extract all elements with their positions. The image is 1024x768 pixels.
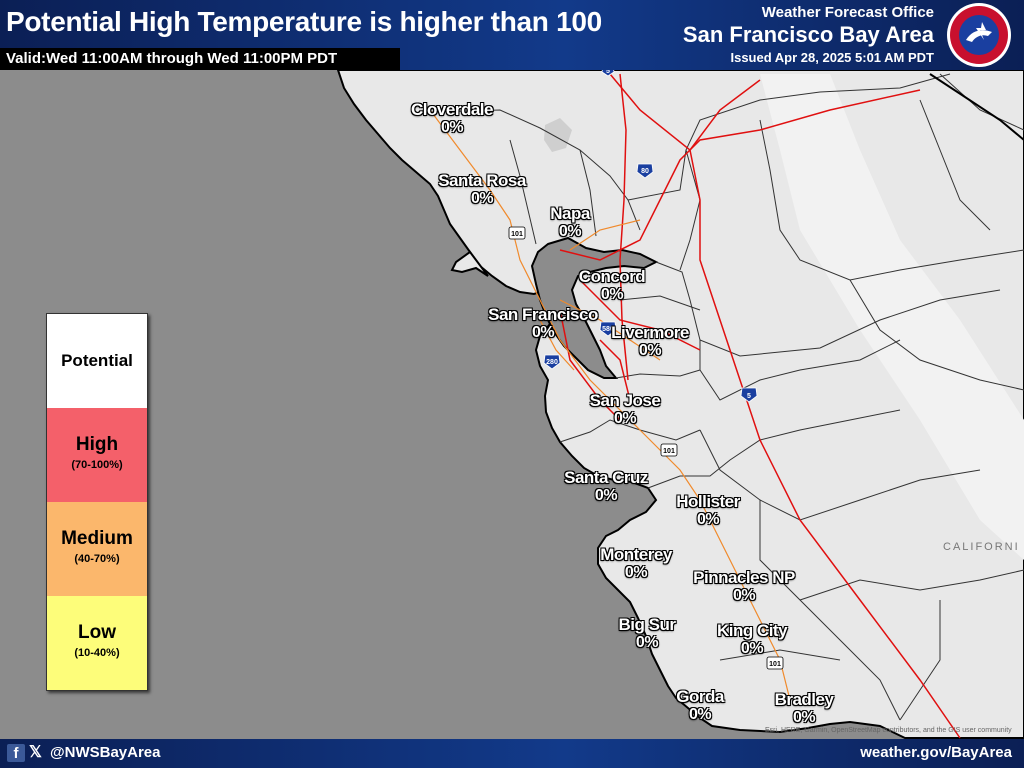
city-napa: Napa 0% bbox=[550, 204, 590, 241]
legend-potential: Potential bbox=[47, 314, 147, 408]
city-hollister: Hollister 0% bbox=[676, 492, 740, 529]
city-santa-cruz: Santa Cruz 0% bbox=[564, 468, 648, 505]
svg-text:280: 280 bbox=[546, 359, 558, 366]
legend-medium: Medium (40-70%) bbox=[47, 502, 147, 596]
svg-text:580: 580 bbox=[602, 326, 614, 333]
facebook-icon[interactable]: f bbox=[7, 744, 25, 762]
legend-potential-label: Potential bbox=[61, 351, 133, 370]
city-gorda: Gorda 0% bbox=[676, 687, 724, 724]
city-monterey: Monterey 0% bbox=[600, 545, 672, 582]
svg-text:101: 101 bbox=[769, 661, 781, 668]
city-big-sur: Big Sur 0% bbox=[618, 615, 676, 652]
office-info: Weather Forecast Office San Francisco Ba… bbox=[683, 4, 934, 65]
footer-bar: f 𝕏 @NWSBayArea weather.gov/BayArea bbox=[0, 739, 1024, 768]
city-livermore: Livermore 0% bbox=[611, 323, 689, 360]
city-cloverdale: Cloverdale 0% bbox=[411, 100, 493, 137]
svg-text:5: 5 bbox=[747, 393, 751, 400]
legend-high-range: (70-100%) bbox=[71, 459, 123, 471]
legend-low-label: Low bbox=[78, 622, 116, 643]
legend-medium-label: Medium bbox=[61, 528, 133, 549]
city-concord: Concord 0% bbox=[578, 267, 646, 304]
city-san-jose: San Jose 0% bbox=[589, 391, 661, 428]
point-reyes bbox=[450, 250, 489, 277]
website-link[interactable]: weather.gov/BayArea bbox=[860, 744, 1012, 761]
svg-text:5: 5 bbox=[606, 68, 610, 75]
state-label: CALIFORNI bbox=[943, 541, 1020, 553]
office-line1: Weather Forecast Office bbox=[761, 4, 934, 21]
page-title: Potential High Temperature is higher tha… bbox=[6, 6, 602, 37]
legend: Potential High (70-100%) Medium (40-70%)… bbox=[46, 313, 148, 691]
nws-logo-icon bbox=[947, 3, 1011, 67]
city-bradley: Bradley 0% bbox=[774, 690, 834, 727]
city-pinnacles-np: Pinnacles NP 0% bbox=[693, 568, 795, 605]
legend-high: High (70-100%) bbox=[47, 408, 147, 502]
city-santa-rosa: Santa Rosa 0% bbox=[438, 171, 526, 208]
legend-high-label: High bbox=[75, 434, 119, 455]
legend-medium-range: (40-70%) bbox=[74, 553, 120, 565]
issued-time: Issued Apr 28, 2025 5:01 AM PDT bbox=[730, 50, 934, 65]
svg-text:80: 80 bbox=[641, 168, 649, 175]
office-line2: San Francisco Bay Area bbox=[682, 22, 934, 47]
legend-low: Low (10-40%) bbox=[47, 596, 147, 690]
social-handle[interactable]: @NWSBayArea bbox=[50, 744, 161, 761]
city-san-francisco: San Francisco 0% bbox=[488, 305, 598, 342]
valid-time: Valid:Wed 11:00AM through Wed 11:00PM PD… bbox=[0, 48, 400, 70]
city-king-city: King City 0% bbox=[716, 621, 788, 658]
map-attribution: Esri, HERE, Garmin, OpenStreetMap contri… bbox=[765, 727, 1012, 734]
sf-bay bbox=[530, 236, 659, 379]
svg-text:101: 101 bbox=[511, 231, 523, 238]
svg-text:101: 101 bbox=[663, 448, 675, 455]
legend-low-range: (10-40%) bbox=[74, 647, 120, 659]
x-twitter-icon[interactable]: 𝕏 bbox=[29, 744, 42, 761]
highway-shields: 5 80 101 280 580 5 101 101 bbox=[508, 64, 784, 670]
header-banner: Potential High Temperature is higher tha… bbox=[0, 0, 1024, 70]
